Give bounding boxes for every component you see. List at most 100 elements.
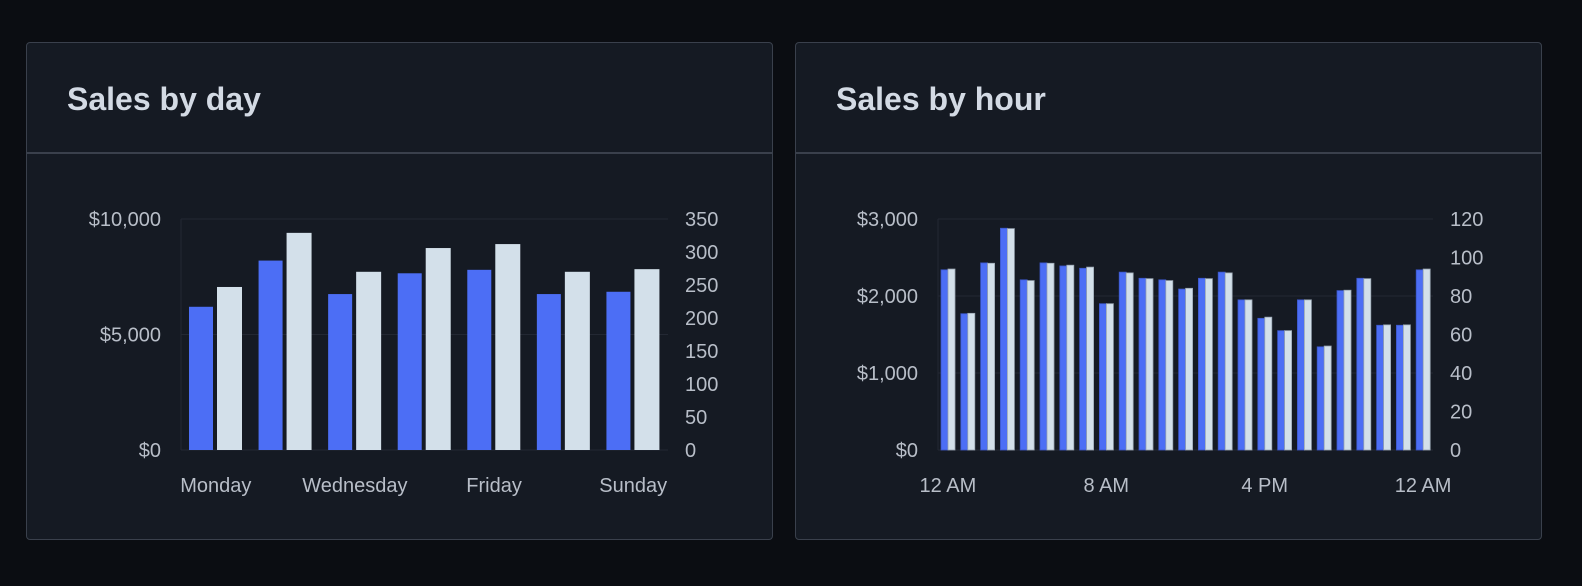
y-right-tick-label: 350 [685,209,718,231]
bar-orders [1323,345,1332,451]
bar-revenue [1118,271,1127,451]
x-tick-label: 4 PM [1241,475,1288,497]
bar-revenue [1257,317,1266,451]
bar-orders [947,268,956,451]
y-left-tick-label: $1,000 [857,363,918,385]
bar-orders [634,269,660,450]
bar-revenue [1277,330,1286,451]
y-right-tick-label: 0 [1450,440,1461,462]
bar-revenue [1138,277,1147,451]
bar-revenue [536,294,561,450]
sales-by-hour-card: Sales by hour $0 $1,000 $2,000 $3,000 0 20 40 6… [795,42,1542,540]
x-tick-label: Friday [466,475,522,497]
bar-revenue [960,313,969,451]
bar-orders [1066,264,1075,451]
y-right-tick-label: 50 [685,407,707,429]
bar-revenue [606,291,631,450]
sales-by-day-card: Sales by day $0 $5,000 $10,000 0 50 100 150 200… [26,42,773,540]
bar-orders [1343,289,1352,451]
bar-orders [1185,287,1194,451]
y-left-tick-label: $0 [896,440,918,462]
y-right-tick-label: 40 [1450,363,1472,385]
bar-orders [1224,272,1233,451]
bar-revenue [328,294,353,450]
bar-revenue [1356,277,1365,451]
sales-by-hour-chart: $0 $1,000 $2,000 $3,000 0 20 40 60 80 100 120 12 AM… [857,209,1484,497]
sales-by-day-chart: $0 $5,000 $10,000 0 50 100 150 200 250 300 350 Mond… [89,209,719,497]
bar-revenue [1098,303,1107,451]
bar-orders [1145,278,1154,451]
y-left-tick-label: $10,000 [89,209,161,231]
y-right-tick-label: 20 [1450,402,1472,424]
bar-orders [1204,278,1213,451]
y-left-tick-label: $5,000 [100,325,161,347]
bar-revenue [1197,277,1206,451]
bar-orders [217,286,242,450]
y-right-tick-label: 250 [685,275,718,297]
bar-orders [286,232,312,450]
card-header: Sales by hour [796,43,1541,154]
bar-orders [1363,278,1372,451]
bar-orders [1303,299,1312,451]
y-right-tick-label: 0 [685,440,696,462]
bar-revenue [189,306,213,450]
y-right-tick-label: 100 [1450,248,1483,270]
bar-orders [1244,299,1253,451]
card-title: Sales by day [67,81,261,117]
bar-revenue [397,273,422,450]
bar-revenue [1059,265,1068,451]
bar-revenue [1217,271,1226,451]
bar-orders [1403,324,1411,451]
bar-orders [1284,330,1293,451]
bar-revenue [1019,279,1028,451]
bar-revenue [940,269,949,451]
y-right-tick-label: 300 [685,242,718,264]
x-tick-label: 8 AM [1084,475,1130,497]
bar-orders [967,312,976,451]
y-right-tick-label: 150 [685,341,718,363]
bar-orders [425,248,451,450]
bar-revenue [1336,290,1345,451]
x-tick-label: Sunday [599,475,667,497]
bar-revenue [1376,324,1384,451]
y-left-tick-label: $2,000 [857,286,918,308]
card-title: Sales by hour [836,81,1046,117]
bar-revenue [1296,299,1305,451]
bar-orders [987,262,996,451]
bar-revenue [1079,267,1088,451]
x-tick-label: Monday [180,475,251,497]
bar-revenue [980,262,989,451]
bar-revenue [467,269,492,450]
bar-orders [1383,324,1391,451]
bar-orders [564,271,590,450]
y-right-tick-label: 80 [1450,286,1472,308]
x-tick-label: 12 AM [1395,475,1452,497]
y-left-tick-label: $0 [139,440,161,462]
bar-revenue [1039,262,1048,451]
bar-revenue [1178,288,1187,451]
bar-orders [1006,228,1015,451]
bar-orders [495,244,521,450]
bar-orders [1422,268,1431,451]
y-right-tick-label: 120 [1450,209,1483,231]
y-left-tick-label: $3,000 [857,209,918,231]
bar-orders [1086,266,1095,451]
bar-orders [1125,272,1134,451]
bar-revenue [258,260,283,450]
bar-revenue [1316,346,1325,451]
bar-orders [1264,316,1273,451]
bar-orders [1165,280,1174,451]
bar-orders [1105,303,1114,451]
bar-revenue [1415,269,1424,451]
y-right-tick-label: 200 [685,308,718,330]
card-header: Sales by day [27,43,772,154]
y-right-tick-label: 100 [685,374,718,396]
y-right-tick-label: 60 [1450,325,1472,347]
bar-orders [1046,262,1055,451]
bar-orders [1026,280,1035,451]
bar-revenue [1158,279,1167,451]
bar-revenue [999,227,1008,451]
bar-revenue [1237,299,1246,451]
bar-orders [356,271,382,450]
bar-revenue [1396,324,1404,451]
